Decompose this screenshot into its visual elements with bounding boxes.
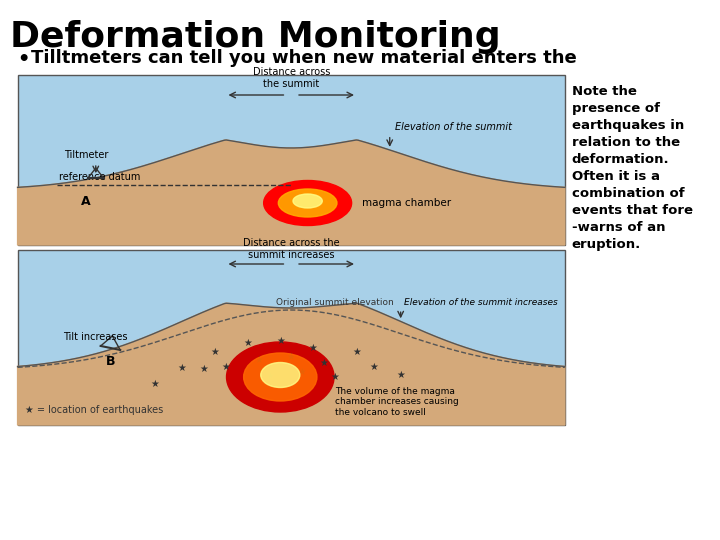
Ellipse shape xyxy=(261,362,300,388)
Text: A: A xyxy=(81,195,91,208)
Text: Original summit elevation: Original summit elevation xyxy=(276,298,394,307)
Ellipse shape xyxy=(293,194,323,208)
Text: ★: ★ xyxy=(254,355,263,365)
Ellipse shape xyxy=(279,189,337,217)
Text: Tilt increases: Tilt increases xyxy=(63,332,128,342)
Text: Tiltmeter: Tiltmeter xyxy=(64,150,108,160)
Text: reference datum: reference datum xyxy=(58,172,140,182)
FancyBboxPatch shape xyxy=(17,75,565,245)
Text: ★: ★ xyxy=(330,372,339,382)
Text: magma chamber: magma chamber xyxy=(362,198,451,208)
Text: Distance across the
summit increases: Distance across the summit increases xyxy=(243,238,340,260)
Text: ★: ★ xyxy=(320,358,328,368)
Text: ★: ★ xyxy=(150,379,159,389)
Text: ★: ★ xyxy=(177,363,186,373)
Text: ★: ★ xyxy=(298,367,307,377)
Text: Note the
presence of
earthquakes in
relation to the
deformation.
Often it is a
c: Note the presence of earthquakes in rela… xyxy=(572,85,693,251)
Text: ★: ★ xyxy=(309,343,318,354)
Polygon shape xyxy=(17,140,565,245)
Text: ★: ★ xyxy=(221,362,230,372)
Polygon shape xyxy=(17,303,565,425)
Text: ★ = location of earthquakes: ★ = location of earthquakes xyxy=(25,405,163,415)
Text: ★: ★ xyxy=(243,339,252,348)
Text: ★: ★ xyxy=(287,352,296,362)
Text: ★: ★ xyxy=(265,370,274,381)
Text: ★: ★ xyxy=(369,362,378,372)
Text: •: • xyxy=(17,50,30,69)
Text: Elevation of the summit: Elevation of the summit xyxy=(395,122,512,132)
Text: Tilltmeters can tell you when new material enters the: Tilltmeters can tell you when new materi… xyxy=(31,49,577,67)
Text: ★: ★ xyxy=(210,347,219,357)
Text: ★: ★ xyxy=(276,335,284,346)
Ellipse shape xyxy=(264,180,351,226)
FancyBboxPatch shape xyxy=(17,250,565,425)
Text: B: B xyxy=(106,355,115,368)
Text: Deformation Monitoring: Deformation Monitoring xyxy=(10,20,500,54)
Ellipse shape xyxy=(243,353,317,401)
Text: ★: ★ xyxy=(353,347,361,357)
Text: Distance across
the summit: Distance across the summit xyxy=(253,68,330,89)
Text: ★: ★ xyxy=(199,364,208,374)
Ellipse shape xyxy=(227,342,334,412)
Text: The volume of the magma
chamber increases causing
the volcano to swell: The volume of the magma chamber increase… xyxy=(335,387,459,417)
Text: ★: ★ xyxy=(396,370,405,380)
Text: Elevation of the summit increases: Elevation of the summit increases xyxy=(404,298,557,307)
